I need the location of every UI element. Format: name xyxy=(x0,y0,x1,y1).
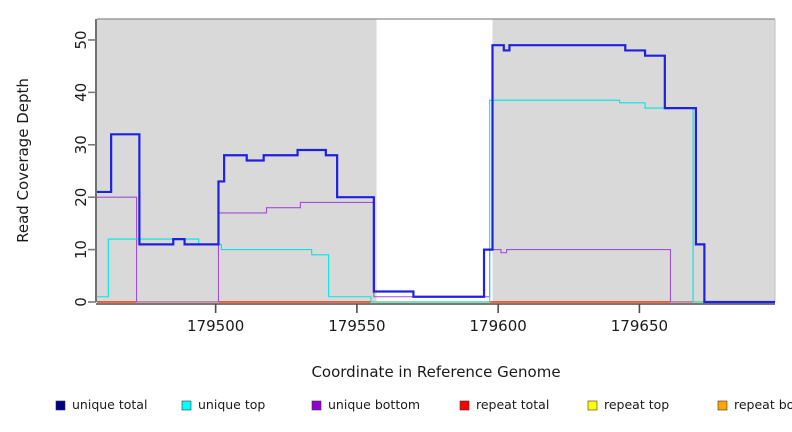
legend-label: repeat top xyxy=(604,397,669,412)
legend-label: repeat total xyxy=(476,397,549,412)
legend-swatch-unique-top xyxy=(181,400,192,411)
legend-swatch-repeat-bottom xyxy=(717,400,728,411)
x-axis-tick-label: 179650 xyxy=(611,317,668,335)
y-axis-tick-label: 20 xyxy=(72,188,90,207)
legend-item-repeat-top[interactable]: repeat top xyxy=(587,397,669,412)
legend-swatch-unique-bottom xyxy=(311,400,322,411)
series-group xyxy=(97,44,775,304)
legend-label: unique top xyxy=(198,397,265,412)
legend-item-repeat-bottom[interactable]: repeat bottom xyxy=(717,397,792,412)
y-axis-tick-label: 50 xyxy=(72,30,90,49)
x-axis-tick-label: 179500 xyxy=(187,317,244,335)
legend-item-unique-total[interactable]: unique total xyxy=(55,397,147,412)
legend-label: unique total xyxy=(72,397,147,412)
plot-region-uncovered-gap xyxy=(376,19,493,302)
x-axis-title: Coordinate in Reference Genome xyxy=(311,363,560,381)
legend-item-unique-top[interactable]: unique top xyxy=(181,397,265,412)
x-axis-tick-label: 179600 xyxy=(470,317,527,335)
legend-item-repeat-total[interactable]: repeat total xyxy=(459,397,549,412)
series-line-unique-total xyxy=(97,44,775,304)
legend-swatch-unique-total xyxy=(55,400,66,411)
y-axis-tick-label: 10 xyxy=(72,240,90,259)
x-axis-tick-label: 179550 xyxy=(328,317,385,335)
plot-region-covered-region-right xyxy=(492,19,775,302)
y-axis-tick-label: 0 xyxy=(72,297,90,307)
legend-swatch-repeat-total xyxy=(459,400,470,411)
y-axis-title: Read Coverage Depth xyxy=(14,78,32,243)
legend-label: unique bottom xyxy=(328,397,420,412)
series-line-unique-top xyxy=(97,99,775,303)
legend-swatch-repeat-top xyxy=(587,400,598,411)
legend-item-unique-bottom[interactable]: unique bottom xyxy=(311,397,420,412)
y-axis-tick-label: 40 xyxy=(72,83,90,102)
plot-region-covered-region-left xyxy=(97,19,377,302)
y-axis-tick-label: 30 xyxy=(72,135,90,154)
legend-label: repeat bottom xyxy=(734,397,792,412)
